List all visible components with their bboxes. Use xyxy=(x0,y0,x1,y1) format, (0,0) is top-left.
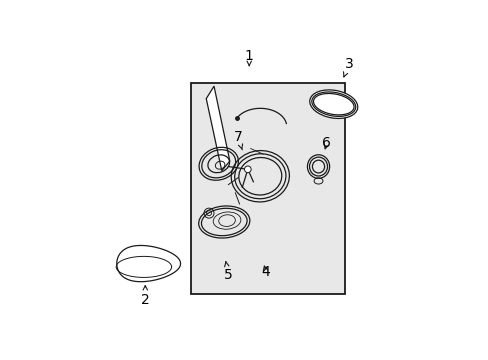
Polygon shape xyxy=(206,86,229,171)
Text: 1: 1 xyxy=(244,49,253,66)
Polygon shape xyxy=(117,246,180,282)
Text: 2: 2 xyxy=(141,285,149,307)
Circle shape xyxy=(244,166,251,173)
Text: 3: 3 xyxy=(343,57,353,77)
Text: 4: 4 xyxy=(261,265,270,279)
Text: 5: 5 xyxy=(224,262,232,282)
Ellipse shape xyxy=(309,90,357,118)
Text: 7: 7 xyxy=(233,130,242,150)
Text: 6: 6 xyxy=(322,136,330,150)
Bar xyxy=(191,84,344,294)
